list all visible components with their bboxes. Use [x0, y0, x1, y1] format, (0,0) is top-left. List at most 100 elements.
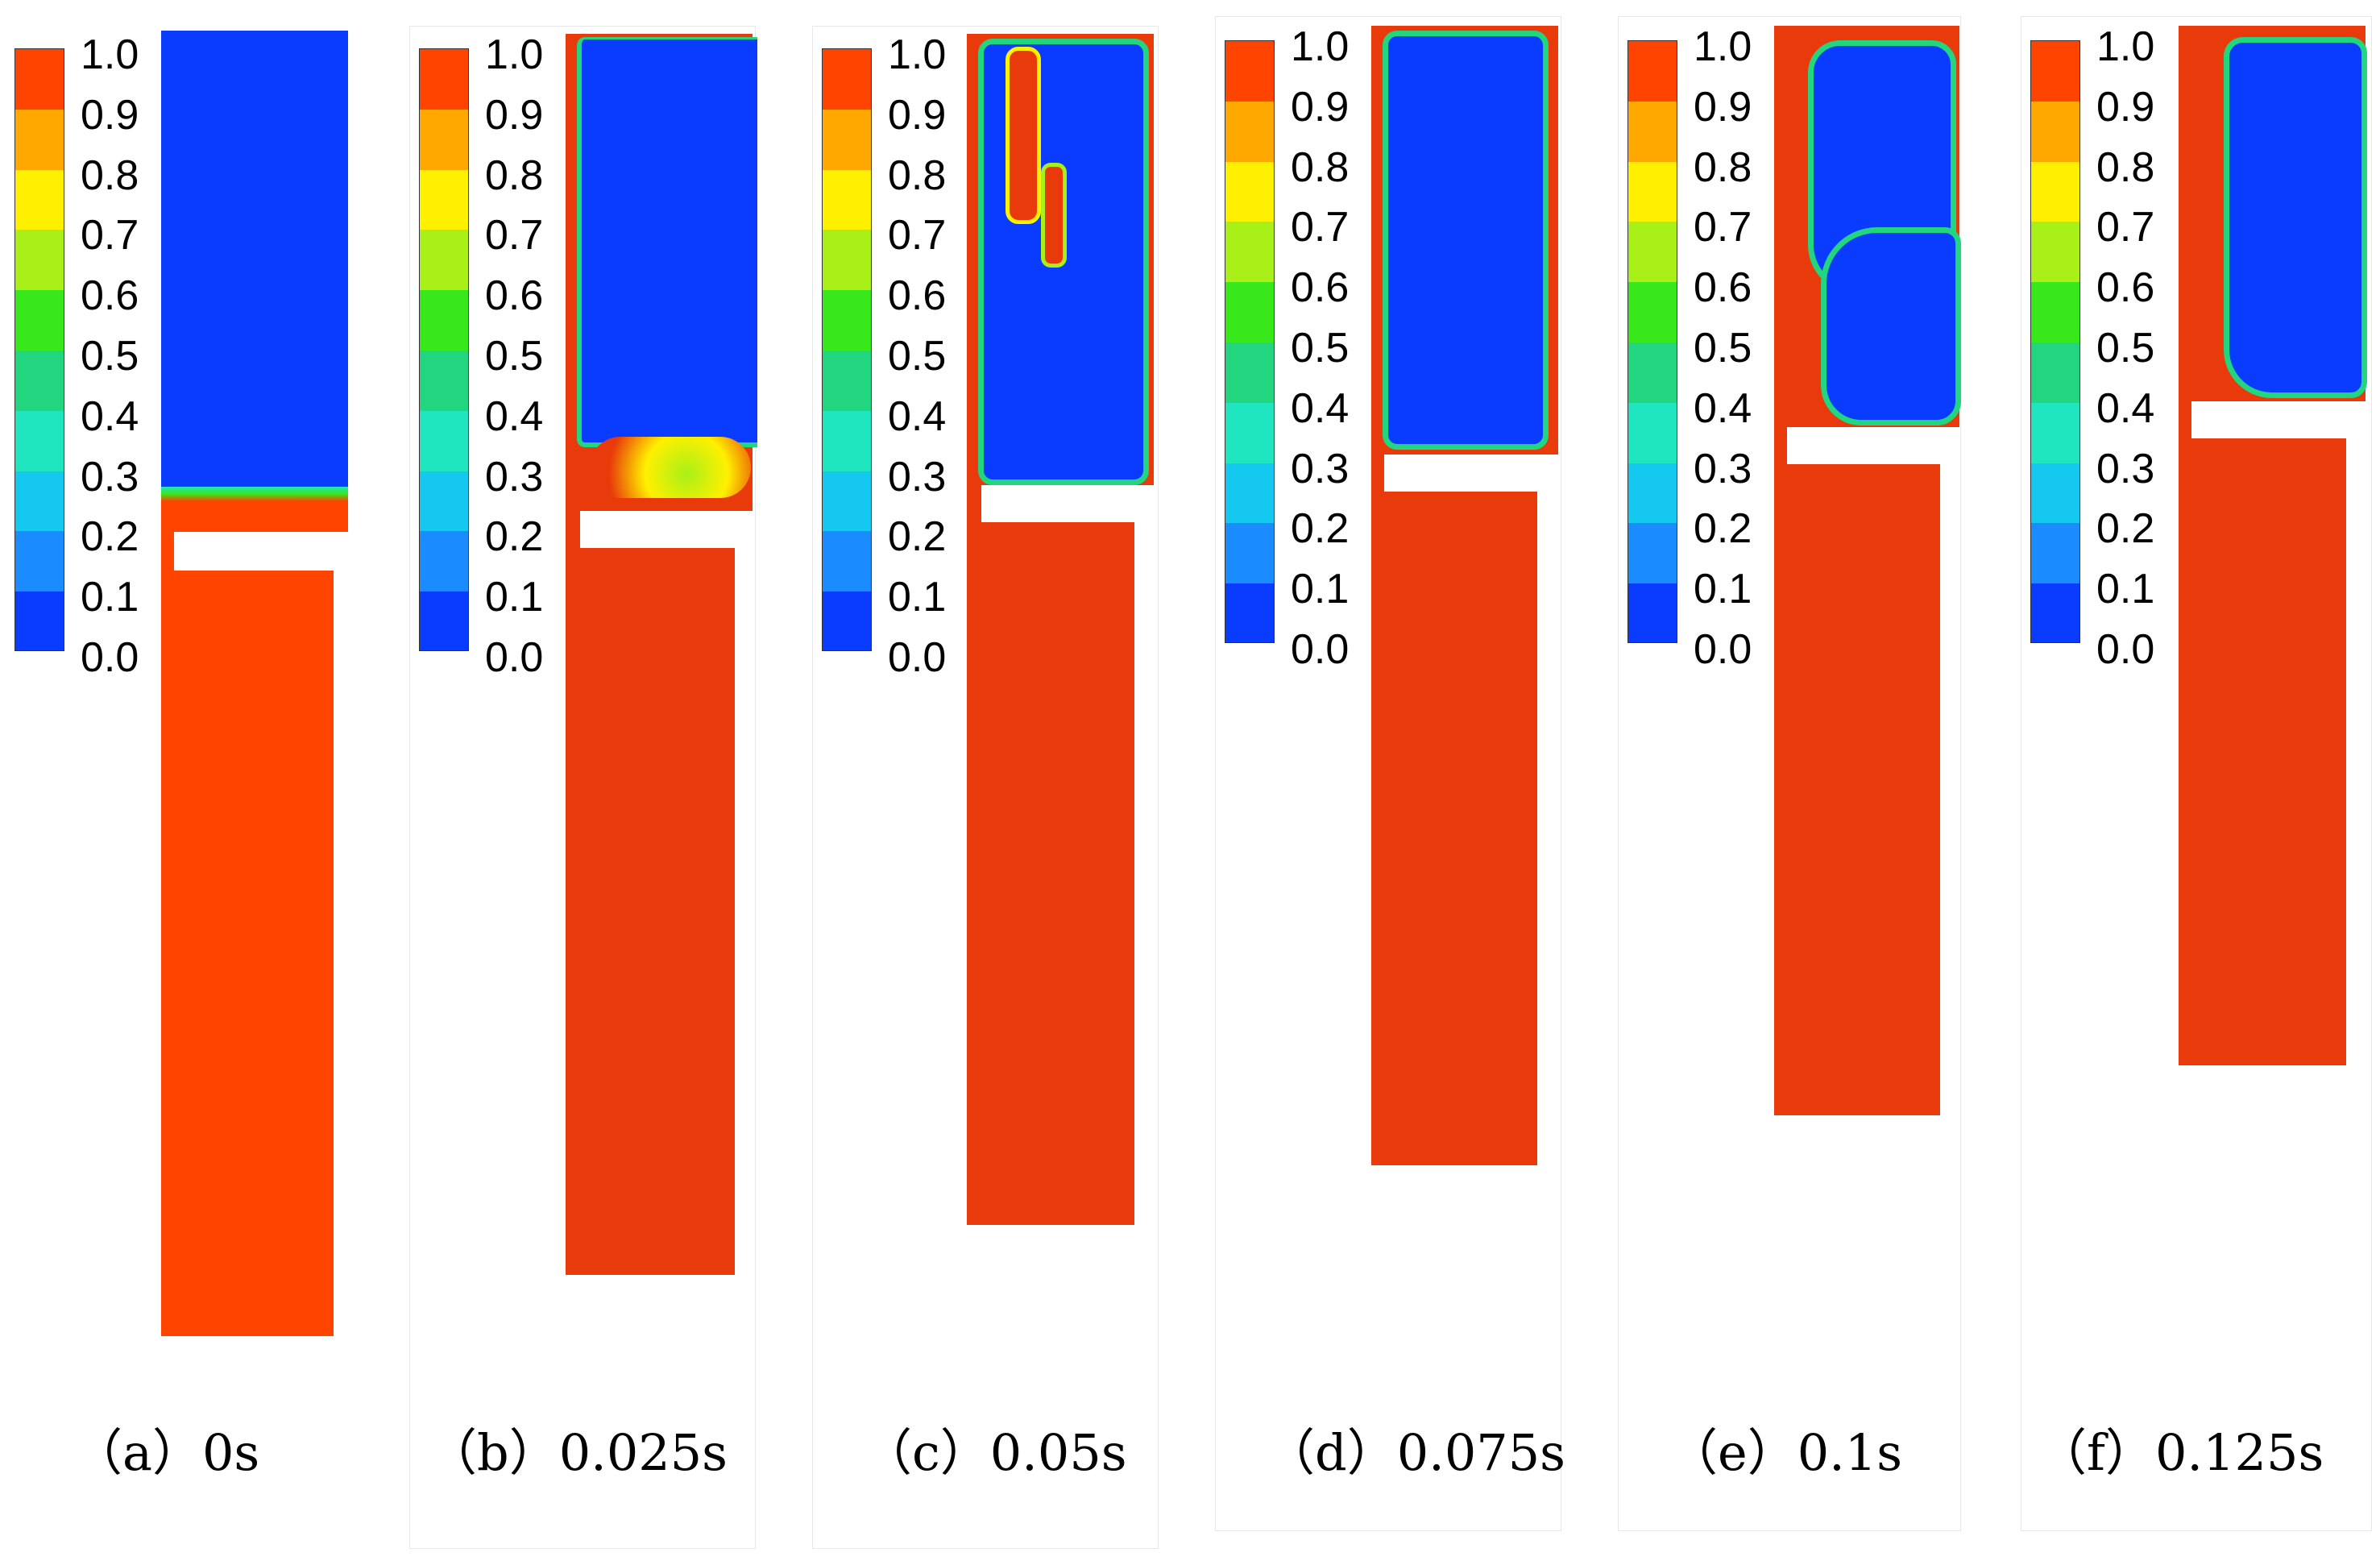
colorbar-band	[420, 169, 468, 230]
liquid-finger	[1041, 163, 1067, 268]
gas-bubble-lower	[1821, 227, 1961, 425]
simulation-domain	[2179, 26, 2367, 1065]
colorbar-tick-label: 0.9	[1694, 83, 1752, 131]
gas-bubble	[577, 37, 757, 447]
colorbar-band	[420, 410, 468, 471]
panel-caption: （c）0.05s	[862, 1423, 1127, 1482]
colorbar-tick-label: 0.4	[888, 392, 947, 440]
colorbar-band	[1225, 463, 1274, 524]
colorbar-tick-label: 0.0	[1291, 626, 1350, 673]
colorbar-tick-label: 0.9	[1291, 83, 1350, 131]
colorbar-band	[2031, 523, 2079, 584]
colorbar-band	[420, 351, 468, 411]
gas-bubble	[2224, 37, 2367, 398]
colorbar-tick-label: 0.1	[888, 574, 947, 621]
colorbar-tick-label: 0.6	[1291, 264, 1350, 312]
colorbar-tick-label: 0.5	[81, 333, 139, 380]
colorbar-band	[1225, 523, 1274, 584]
colorbar-band	[823, 290, 871, 351]
simulation-domain	[161, 31, 348, 1336]
fluid-lower	[2179, 438, 2346, 1065]
colorbar-tick-label: 0.4	[81, 392, 139, 440]
colorbar-band	[1225, 342, 1274, 403]
colorbar-band	[2031, 161, 2079, 222]
colorbar-band	[1225, 402, 1274, 463]
liquid-finger	[1005, 47, 1041, 224]
colorbar-band	[823, 169, 871, 230]
colorbar-band	[1628, 583, 1677, 642]
colorbar-band	[15, 109, 64, 170]
colorbar-tick-label: 0.3	[1291, 445, 1350, 492]
colorbar-tick-label: 1.0	[2096, 23, 2155, 70]
colorbar-band	[823, 410, 871, 471]
colorbar-tick-label: 1.0	[1291, 23, 1350, 70]
panel-frame	[1215, 16, 1561, 1531]
fluid-lower-left	[1371, 455, 1384, 492]
colorbar-band	[420, 230, 468, 291]
colorbar-band	[2031, 342, 2079, 403]
colorbar-band	[420, 290, 468, 351]
colorbar-tick-label: 0.8	[1291, 143, 1350, 191]
colorbar	[822, 48, 872, 651]
colorbar-tick-label: 0.9	[81, 91, 139, 139]
colorbar-band	[15, 49, 64, 110]
colorbar-tick-label: 1.0	[888, 31, 947, 78]
simulation-domain	[1774, 26, 1961, 1115]
colorbar-tick-label: 0.9	[2096, 83, 2155, 131]
colorbar-tick-label: 0.1	[81, 574, 139, 621]
colorbar-tick-label: 0.7	[888, 212, 947, 259]
colorbar-tick-label: 0.6	[1694, 264, 1752, 312]
colorbar-band	[2031, 583, 2079, 642]
colorbar-tick-label: 0.4	[1291, 384, 1350, 432]
simulation-domain	[1371, 26, 1558, 1165]
panel-caption: （e）0.1s	[1668, 1423, 1903, 1482]
colorbar	[419, 48, 469, 651]
liquid-lower-left	[161, 532, 174, 571]
fluid-lower-left	[566, 511, 580, 548]
colorbar-tick-label: 0.8	[1694, 143, 1752, 191]
colorbar-tick-label: 0.5	[888, 333, 947, 380]
colorbar-band	[1225, 161, 1274, 222]
colorbar-band	[1225, 583, 1274, 642]
colorbar-band	[1628, 463, 1677, 524]
fluid-lower	[566, 548, 735, 1275]
colorbar-tick-label: 0.8	[485, 152, 544, 199]
colorbar-tick-label: 0.8	[81, 152, 139, 199]
colorbar-band	[823, 230, 871, 291]
colorbar-tick-label: 0.3	[1694, 445, 1752, 492]
colorbar-tick-label: 0.2	[1291, 505, 1350, 553]
colorbar-band	[1225, 282, 1274, 342]
colorbar	[1225, 40, 1275, 643]
colorbar-tick-label: 0.6	[485, 272, 544, 320]
colorbar-band	[2031, 463, 2079, 524]
colorbar-band	[1628, 101, 1677, 162]
colorbar-band	[1628, 342, 1677, 403]
colorbar-tick-label: 0.7	[485, 212, 544, 259]
colorbar-band	[15, 410, 64, 471]
colorbar-tick-label: 0.6	[888, 272, 947, 320]
colorbar-band	[420, 49, 468, 110]
colorbar	[15, 48, 64, 651]
inlet-gap	[1787, 427, 1959, 464]
colorbar-tick-label: 0.3	[81, 453, 139, 500]
colorbar-band	[2031, 222, 2079, 283]
panel-caption: （b）0.025s	[427, 1423, 728, 1482]
panel-frame	[1618, 16, 1961, 1531]
colorbar-band	[1225, 41, 1274, 102]
colorbar-band	[15, 531, 64, 592]
colorbar-tick-label: 0.2	[888, 513, 947, 561]
colorbar-tick-label: 0.9	[888, 91, 947, 139]
colorbar-tick-label: 0.6	[81, 272, 139, 320]
colorbar-tick-label: 0.1	[1694, 566, 1752, 613]
colorbar-tick-label: 0.0	[888, 634, 947, 681]
colorbar-tick-label: 0.2	[485, 513, 544, 561]
colorbar-tick-label: 0.3	[888, 453, 947, 500]
colorbar-tick-label: 0.7	[1694, 204, 1752, 251]
colorbar-tick-label: 0.4	[2096, 384, 2155, 432]
fluid-lower	[967, 522, 1134, 1225]
colorbar-band	[1628, 161, 1677, 222]
colorbar-band	[2031, 282, 2079, 342]
inlet-gap	[2191, 401, 2365, 438]
colorbar-tick-label: 0.7	[2096, 204, 2155, 251]
